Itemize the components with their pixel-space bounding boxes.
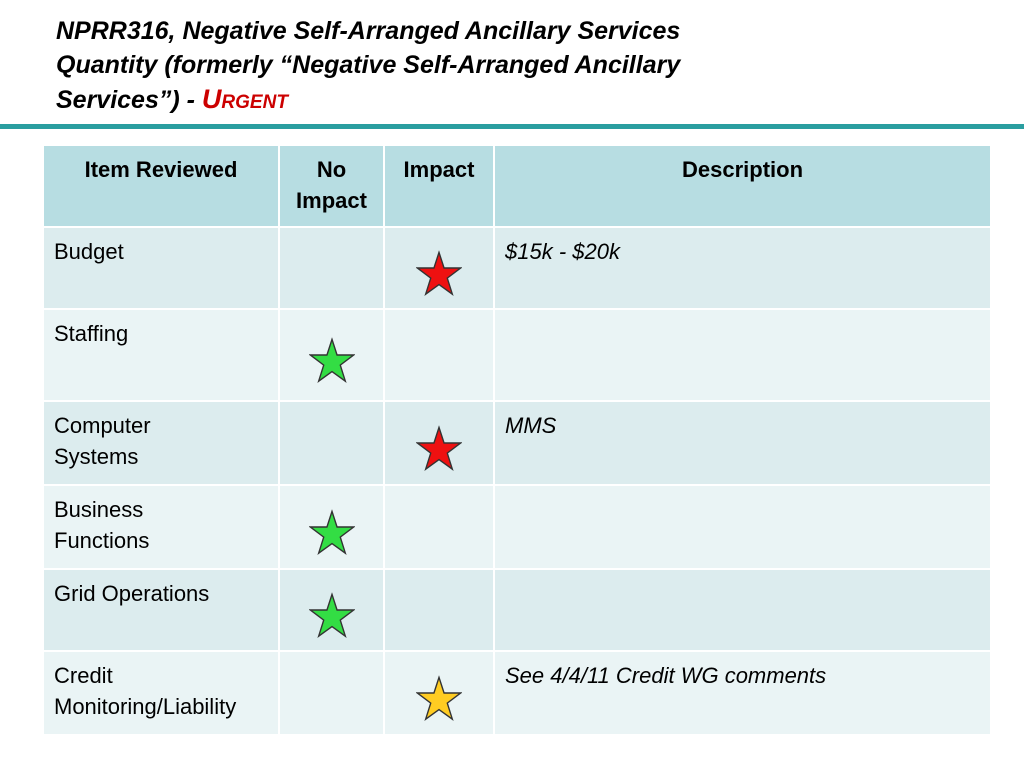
star-shape bbox=[308, 592, 355, 639]
description-cell: MMS bbox=[493, 400, 992, 486]
urgent-label: Urgent bbox=[201, 84, 288, 114]
red-star-icon bbox=[416, 250, 462, 297]
description-cell bbox=[493, 308, 992, 402]
slide-title-text: NPRR316, Negative Self-Arranged Ancillar… bbox=[56, 17, 681, 114]
description-cell: See 4/4/11 Credit WG comments bbox=[493, 650, 992, 736]
red-star-icon bbox=[416, 425, 462, 472]
description-cell bbox=[493, 484, 992, 570]
header-no-impact: No Impact bbox=[278, 144, 385, 228]
header-item-reviewed: Item Reviewed bbox=[42, 144, 280, 228]
no-impact-cell bbox=[278, 400, 385, 486]
description-cell: $15k - $20k bbox=[493, 226, 992, 310]
impact-cell bbox=[383, 308, 495, 402]
table-row: Grid Operations bbox=[42, 568, 992, 652]
star-shape bbox=[308, 509, 355, 556]
yellow-star-icon bbox=[416, 675, 462, 722]
no-impact-cell bbox=[278, 226, 385, 310]
no-impact-cell bbox=[278, 308, 385, 402]
header-description: Description bbox=[493, 144, 992, 228]
table-row: Credit Monitoring/Liability See 4/4/11 C… bbox=[42, 650, 992, 736]
star-shape bbox=[308, 337, 355, 384]
green-star-icon bbox=[308, 509, 355, 556]
impact-cell bbox=[383, 400, 495, 486]
no-impact-cell bbox=[278, 484, 385, 570]
star-shape bbox=[416, 250, 462, 297]
table-row: Business Functions bbox=[42, 484, 992, 570]
title-divider bbox=[0, 124, 1024, 129]
description-cell bbox=[493, 568, 992, 652]
slide-title: NPRR316, Negative Self-Arranged Ancillar… bbox=[56, 14, 956, 117]
impact-cell bbox=[383, 484, 495, 570]
star-shape bbox=[416, 425, 462, 472]
item-cell: Grid Operations bbox=[42, 568, 280, 652]
item-cell: Staffing bbox=[42, 308, 280, 402]
header-impact: Impact bbox=[383, 144, 495, 228]
review-table: Item Reviewed No Impact Impact Descripti… bbox=[42, 144, 992, 736]
item-cell: Business Functions bbox=[42, 484, 280, 570]
item-cell: Computer Systems bbox=[42, 400, 280, 486]
green-star-icon bbox=[308, 592, 355, 639]
no-impact-cell bbox=[278, 568, 385, 652]
item-cell: Credit Monitoring/Liability bbox=[42, 650, 280, 736]
impact-cell bbox=[383, 650, 495, 736]
table-row: Budget $15k - $20k bbox=[42, 226, 992, 310]
impact-cell bbox=[383, 226, 495, 310]
item-cell: Budget bbox=[42, 226, 280, 310]
green-star-icon bbox=[308, 337, 355, 384]
table-row: Staffing bbox=[42, 308, 992, 402]
no-impact-cell bbox=[278, 650, 385, 736]
table-row: Computer Systems MMS bbox=[42, 400, 992, 486]
impact-cell bbox=[383, 568, 495, 652]
header-row: Item Reviewed No Impact Impact Descripti… bbox=[42, 144, 992, 228]
star-shape bbox=[416, 675, 462, 722]
